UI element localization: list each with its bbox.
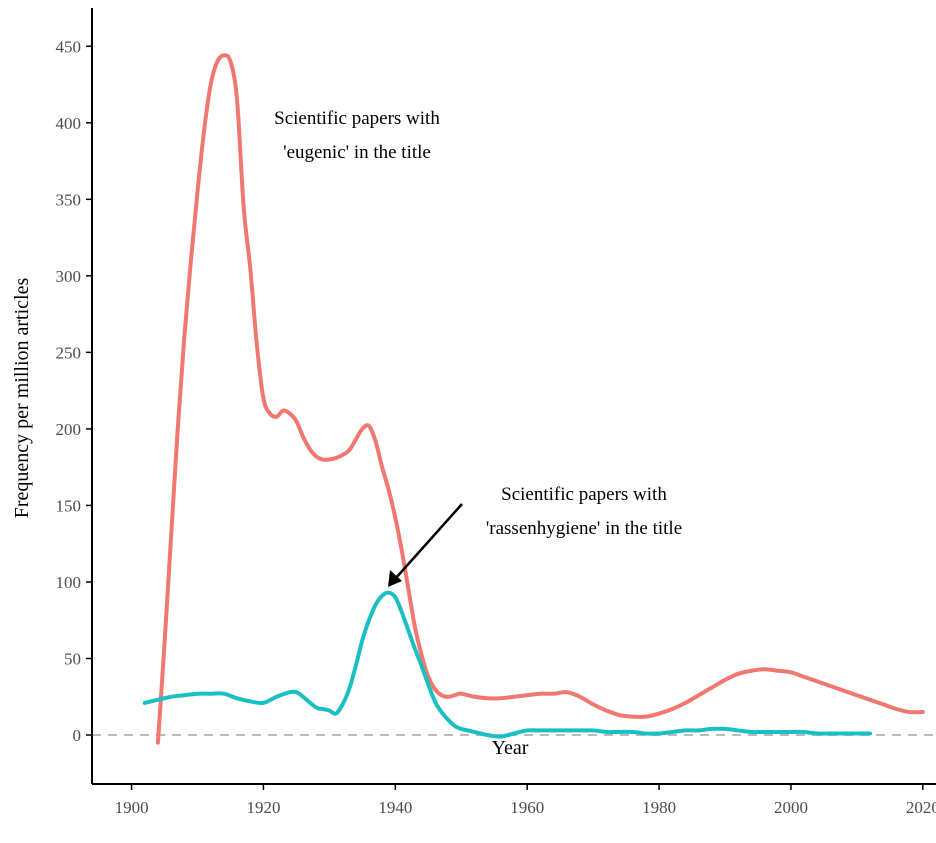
- x-axis-title: Year: [492, 737, 529, 759]
- y-tick-label: 350: [56, 190, 82, 209]
- x-axis-ticks: 1900 1920 1940 1960 1980 2000 2020: [115, 784, 936, 817]
- annotation-eugenic-line-1: Scientific papers with: [274, 108, 440, 129]
- x-tick-label: 1940: [378, 798, 412, 817]
- y-tick-label: 100: [56, 573, 82, 592]
- y-tick-label: 200: [56, 420, 82, 439]
- annotation-rassenhygiene: Scientific papers with 'rassenhygiene' i…: [388, 484, 682, 587]
- y-tick-label: 50: [64, 649, 81, 668]
- annotation-rassenhygiene-line-1: Scientific papers with: [501, 484, 667, 505]
- x-tick-label: 1980: [642, 798, 676, 817]
- plot-area: 0 50 100 150 200 250 300 350 400 450 1900 1920 1940…: [56, 8, 936, 817]
- y-tick-label: 400: [56, 114, 82, 133]
- annotation-arrow: [394, 503, 463, 580]
- x-tick-label: 1920: [246, 798, 280, 817]
- x-tick-label: 1960: [510, 798, 544, 817]
- y-tick-label: 250: [56, 343, 82, 362]
- y-axis-title: Frequency per million articles: [11, 278, 33, 519]
- y-tick-label: 0: [73, 726, 82, 745]
- y-tick-label: 150: [56, 496, 82, 515]
- x-tick-label: 2000: [774, 798, 808, 817]
- series-line-eugenic: [155, 53, 925, 745]
- y-tick-label: 450: [56, 37, 82, 56]
- annotation-eugenic: Scientific papers with 'eugenic' in the …: [274, 108, 440, 163]
- y-tick-label: 300: [56, 267, 82, 286]
- annotation-rassenhygiene-line-2: 'rassenhygiene' in the title: [486, 518, 682, 539]
- x-tick-label: 1900: [115, 798, 149, 817]
- annotation-eugenic-line-2: 'eugenic' in the title: [283, 142, 431, 163]
- series-layer: [142, 53, 925, 745]
- y-axis-ticks: 0 50 100 150 200 250 300 350 400 450: [56, 37, 92, 745]
- series-line-rassenhygiene: [142, 590, 873, 739]
- annotation-arrow-head: [388, 570, 402, 587]
- x-tick-label: 2020: [906, 798, 936, 817]
